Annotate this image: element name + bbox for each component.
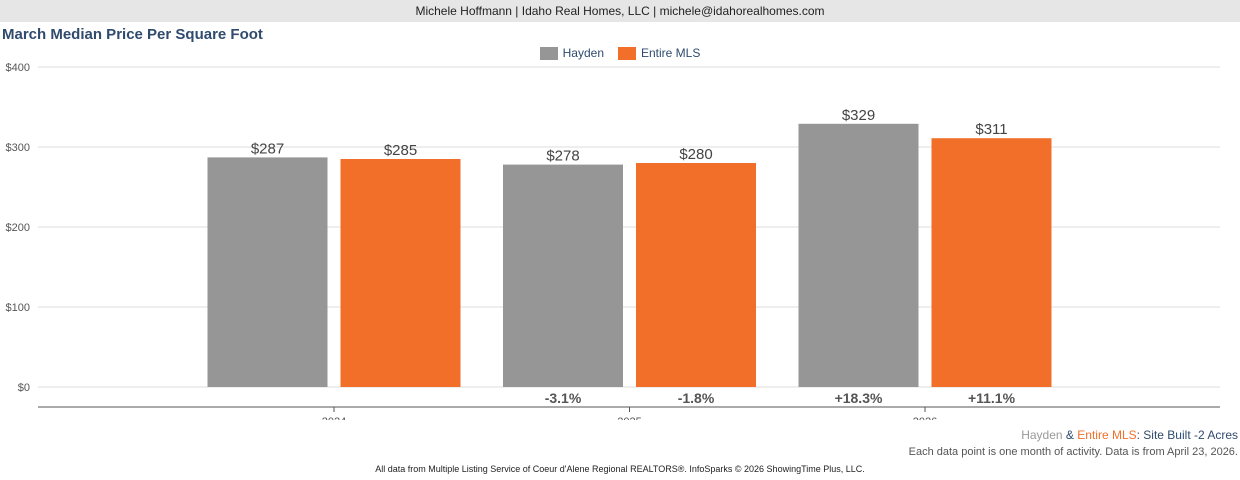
bar-entire-mls: [931, 138, 1052, 387]
caption-hayden: Hayden: [1021, 428, 1063, 442]
bar-value-label: $329: [842, 107, 875, 124]
bar-chart: $0 $100 $200 $300 $400 2024 $287 $285 2025 $278 -3…: [6, 62, 1220, 420]
caption-entire-mls: Entire MLS: [1077, 428, 1137, 442]
bar-value-label: $311: [975, 121, 1007, 138]
legend-swatch-hayden: [539, 46, 558, 60]
agent-header-bar: Michele Hoffmann | Idaho Real Homes, LLC…: [0, 0, 1240, 22]
x-tick-label: 2025: [617, 416, 641, 420]
year-over-year-change-label: +11.1%: [968, 390, 1016, 406]
bar-value-label: $280: [679, 146, 712, 163]
copyright-line: All data from Multiple Listing Service o…: [375, 464, 865, 474]
year-over-year-change-label: -1.8%: [678, 390, 715, 406]
y-tick-label: $200: [6, 222, 30, 234]
legend-label-hayden: Hayden: [562, 46, 604, 60]
legend-item-entire-mls[interactable]: Entire MLS: [618, 46, 700, 60]
legend-swatch-entire-mls: [618, 46, 636, 60]
chart-legend: Hayden Entire MLS: [0, 46, 1240, 60]
bar-value-label: $285: [384, 142, 417, 159]
caption-ampersand: &: [1062, 428, 1078, 442]
y-tick-label: $0: [18, 382, 30, 394]
bar-hayden: [798, 123, 919, 388]
year-over-year-change-label: -3.1%: [545, 390, 582, 406]
bar-entire-mls: [636, 163, 756, 387]
bar-hayden: [207, 157, 328, 387]
year-over-year-change-label: +18.3%: [835, 390, 883, 406]
agent-contact-line: Michele Hoffmann | Idaho Real Homes, LLC…: [415, 4, 825, 18]
bar-value-label: $278: [546, 148, 579, 165]
x-tick-label: 2026: [913, 416, 937, 420]
segment-caption: Hayden & Entire MLS: Site Built -2 Acres: [1021, 428, 1238, 442]
bar-hayden: [503, 164, 623, 387]
x-tick-label: 2024: [322, 416, 346, 420]
bar-entire-mls: [340, 159, 461, 387]
y-tick-label: $400: [6, 62, 30, 74]
y-tick-label: $100: [6, 302, 30, 314]
legend-label-entire-mls: Entire MLS: [641, 46, 701, 60]
chart-title: March Median Price Per Square Foot: [2, 26, 263, 43]
bar-value-label: $287: [251, 140, 284, 157]
caption-segment: : Site Built -2 Acres: [1136, 428, 1238, 442]
legend-item-hayden[interactable]: Hayden: [539, 46, 604, 60]
y-tick-label: $300: [6, 142, 30, 154]
data-note: Each data point is one month of activity…: [908, 446, 1238, 458]
